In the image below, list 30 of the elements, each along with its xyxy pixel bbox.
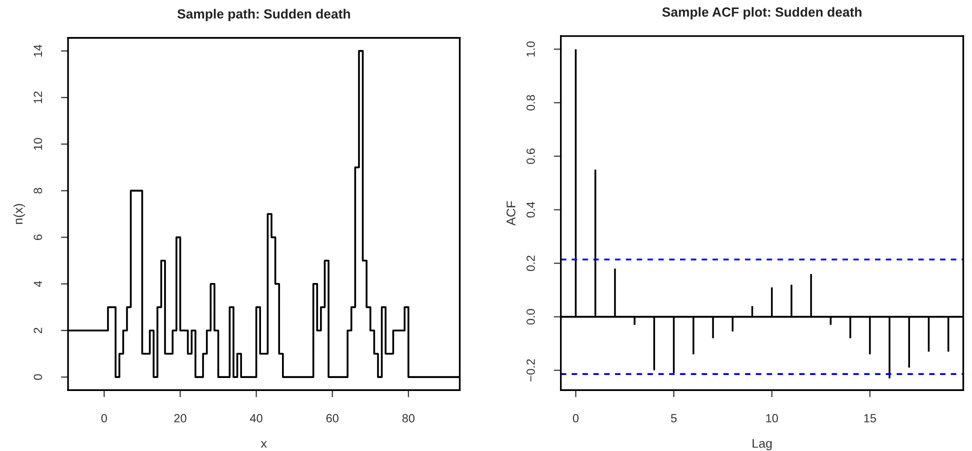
y-tick-label: 0.2 <box>526 256 535 272</box>
x-tick-label: 5 <box>670 414 677 422</box>
y-tick-label: 12 <box>34 92 42 104</box>
y-tick-label: 10 <box>34 138 42 150</box>
x-tick-label: 80 <box>402 414 415 422</box>
x-tick-label: 0 <box>572 414 579 422</box>
x-tick-label: 40 <box>250 414 262 422</box>
y-tick-label: 0.0 <box>526 309 535 325</box>
chart-title: Sample path: Sudden death <box>177 8 350 22</box>
y-tick-label: 2 <box>34 328 42 334</box>
x-tick-label: 0 <box>101 414 107 422</box>
y-tick-label: −0.2 <box>526 359 535 382</box>
y-axis-title: n(x) <box>13 204 26 224</box>
x-tick-label: 10 <box>766 414 778 422</box>
x-axis-title: x <box>260 441 267 448</box>
y-tick-label: 14 <box>34 44 42 57</box>
y-tick-label: 0.6 <box>526 148 535 164</box>
y-axis-title: ACF <box>506 201 516 226</box>
x-tick-label: 15 <box>864 414 876 422</box>
y-tick-label: 1.0 <box>526 41 535 56</box>
y-tick-label: 4 <box>34 280 42 287</box>
x-tick-label: 60 <box>326 414 338 422</box>
y-tick-label: 0.4 <box>526 202 535 218</box>
y-tick-label: 0 <box>34 374 42 380</box>
y-tick-label: 0.8 <box>526 95 535 110</box>
x-axis-title: Lag <box>752 439 772 450</box>
x-tick-label: 20 <box>174 414 186 422</box>
y-tick-label: 8 <box>34 188 42 194</box>
y-tick-label: 6 <box>34 234 42 240</box>
chart-title: Sample ACF plot: Sudden death <box>662 7 862 20</box>
